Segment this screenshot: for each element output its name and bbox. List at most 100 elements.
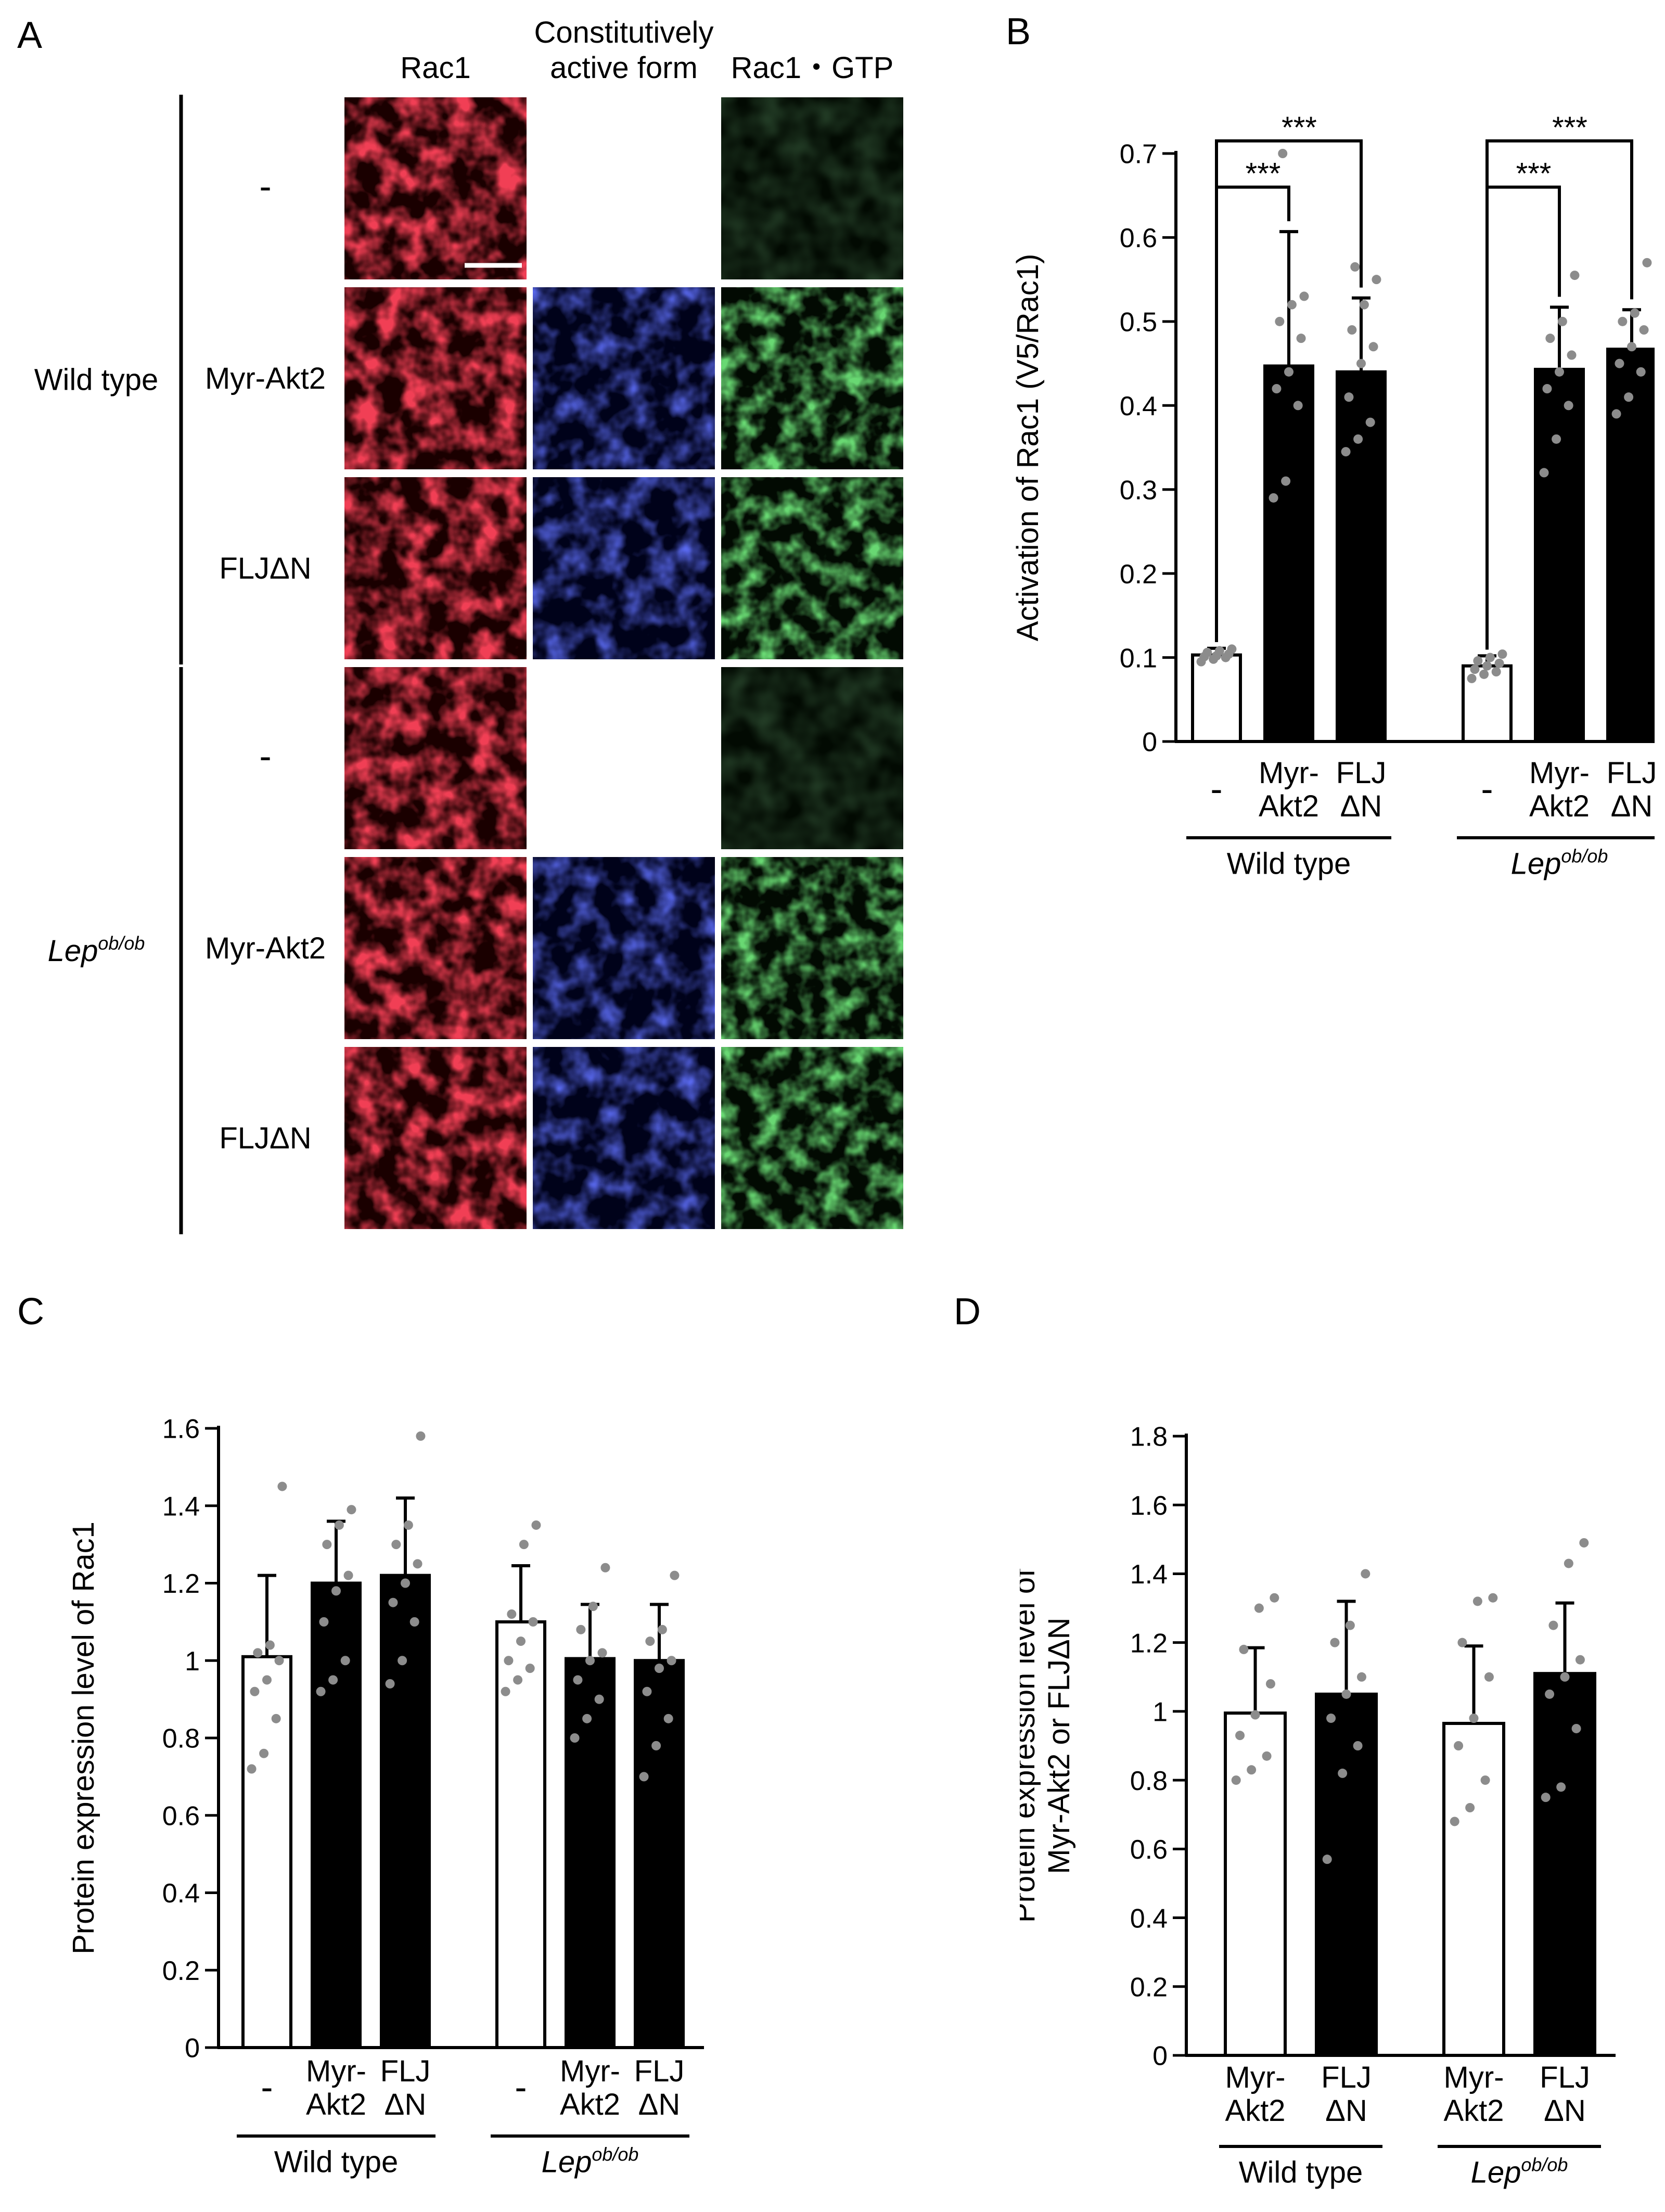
y-tick-label: 0.2 [1120, 559, 1157, 590]
x-tick-label: Myr-Akt2 [1443, 2061, 1504, 2128]
y-tick-label: 0.3 [1120, 475, 1157, 505]
data-point [1560, 1672, 1570, 1682]
data-point [1571, 1723, 1581, 1733]
rac1-gtp-micrograph [721, 477, 903, 659]
data-point [1235, 1731, 1245, 1741]
x-tick-label: Myr-Akt2 [1259, 756, 1319, 823]
data-point [1556, 1782, 1566, 1792]
data-point [1281, 476, 1291, 486]
data-point [1284, 367, 1293, 377]
data-point [1450, 1817, 1459, 1826]
data-point [322, 1540, 332, 1550]
data-point [1473, 656, 1483, 666]
data-point [1491, 667, 1501, 677]
data-point [516, 1636, 526, 1646]
y-tick-label: 0.4 [1120, 391, 1157, 421]
group-label: Lepob/ob [542, 2144, 639, 2179]
y-tick-label: 1.6 [1130, 1491, 1168, 1521]
rac1-gtp-micrograph [721, 857, 903, 1039]
data-point [1615, 359, 1624, 368]
data-point [334, 1520, 344, 1530]
data-point [1624, 392, 1634, 402]
data-point [1457, 1638, 1467, 1647]
data-point [1359, 300, 1369, 310]
data-point [1341, 1689, 1351, 1699]
y-tick-label: 0.8 [1130, 1766, 1168, 1796]
significance-stars: *** [1552, 111, 1587, 145]
data-point [570, 1733, 580, 1743]
bar [380, 1574, 431, 2049]
bar [1224, 1711, 1287, 2057]
data-point [657, 1625, 667, 1634]
data-point [340, 1656, 350, 1666]
column-headers: Rac1 Constitutively active form Rac1・GTP [400, 16, 893, 85]
data-point [274, 1656, 284, 1666]
data-point [1552, 434, 1561, 444]
significance-stars: *** [1246, 157, 1281, 191]
significance-bracket [1485, 139, 1633, 650]
data-point [401, 1578, 410, 1588]
x-tick-label: FLJ ΔN [1336, 756, 1387, 823]
data-point [1575, 1655, 1585, 1665]
y-tick-label: 0.6 [162, 1801, 200, 1831]
significance-stars: *** [1516, 157, 1552, 191]
y-tick-label: 0 [1152, 2041, 1168, 2072]
data-point [1484, 1672, 1494, 1682]
data-point [1287, 300, 1297, 310]
chart-d-transgene-expression: 0 0.2 0.4 0.6 0.8 1 1.2 1.4 1.6 1.8 Protein expres… [1020, 1422, 1616, 2190]
x-tick-label: - [1210, 769, 1222, 809]
data-point [1345, 1620, 1355, 1630]
micrograph-grid [344, 97, 903, 1229]
data-point [409, 1617, 419, 1627]
y-axis-label: Protein expression level ofMyr-Akt2 or F… [1020, 1568, 1076, 1923]
data-point [1353, 434, 1363, 444]
bar [634, 1659, 685, 2049]
data-point [585, 1656, 595, 1666]
rac1-gtp-micrograph [721, 667, 903, 849]
data-point [253, 1648, 263, 1658]
data-point [1469, 1714, 1479, 1723]
data-point [663, 1714, 673, 1723]
data-point [1322, 1855, 1332, 1864]
data-point [1350, 262, 1360, 272]
significance-bracket [1215, 139, 1363, 642]
data-point [1642, 258, 1652, 267]
data-point [1627, 342, 1636, 352]
rac1-micrograph [344, 857, 527, 1039]
data-point [398, 1656, 407, 1666]
group-label: Wild type [274, 2145, 399, 2179]
data-point [1545, 334, 1555, 343]
x-tick-label: FLJ ΔN [634, 2054, 685, 2121]
y-tick-label: 0 [185, 2034, 200, 2064]
bar [1191, 653, 1242, 743]
x-tick-label: FLJ ΔN [1321, 2061, 1372, 2128]
rac1-micrograph [344, 477, 527, 659]
data-point [576, 1625, 586, 1634]
data-point [1570, 271, 1580, 280]
y-tick-label: 1.2 [162, 1569, 200, 1599]
bar [1534, 367, 1585, 743]
data-point [1262, 1751, 1272, 1761]
data-point [1250, 1710, 1260, 1720]
y-tick-label: 0.2 [162, 1956, 200, 1986]
data-point [388, 1597, 398, 1607]
data-point [667, 1656, 676, 1666]
group-label: Wild type [1227, 847, 1351, 881]
data-point [504, 1656, 514, 1666]
data-point [331, 1586, 341, 1596]
data-point [642, 1686, 652, 1696]
active-form-micrograph [533, 287, 715, 469]
data-point [1365, 417, 1375, 427]
data-point [1467, 673, 1477, 683]
row-label: - [259, 736, 271, 776]
row-label: FLJΔN [219, 552, 311, 585]
y-tick-label: 0.2 [1130, 1972, 1168, 2002]
data-point [594, 1694, 604, 1704]
data-point [343, 1570, 353, 1580]
data-point [1214, 646, 1224, 656]
data-point [1338, 1768, 1348, 1778]
data-point [1341, 447, 1351, 457]
data-point [1564, 401, 1573, 411]
data-point [1639, 325, 1649, 335]
data-point [1239, 1644, 1249, 1654]
